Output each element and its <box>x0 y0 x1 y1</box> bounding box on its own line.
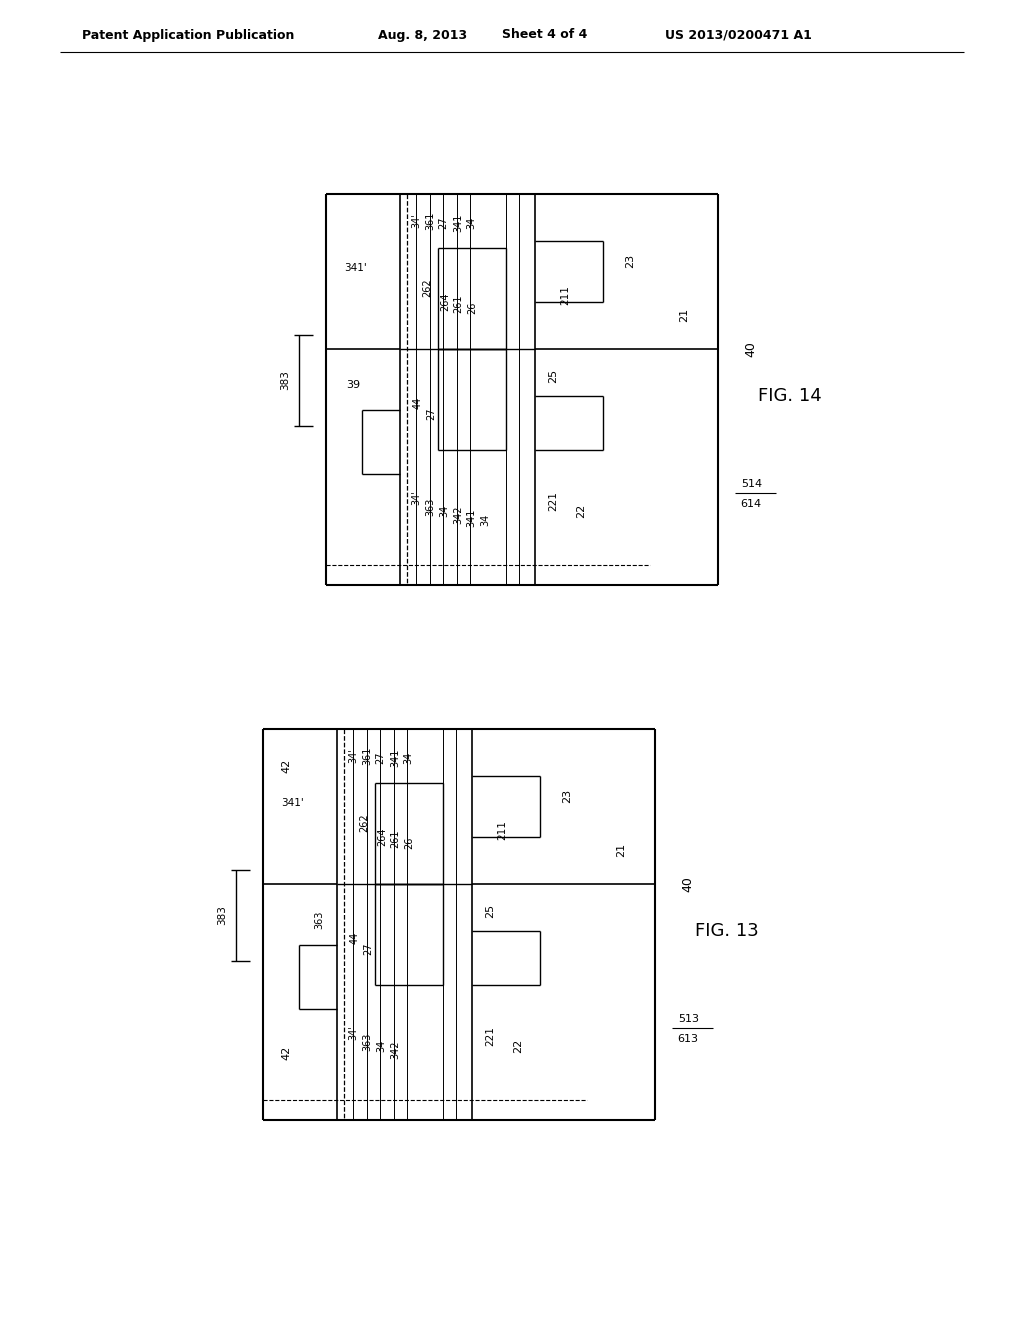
Text: 44: 44 <box>350 932 359 944</box>
Text: FIG. 14: FIG. 14 <box>758 387 821 405</box>
Text: 211: 211 <box>497 820 507 840</box>
Text: 264: 264 <box>439 292 450 310</box>
Text: 261: 261 <box>390 830 400 849</box>
Text: 22: 22 <box>513 1039 523 1053</box>
Text: 25: 25 <box>484 904 495 917</box>
Text: 363: 363 <box>361 1032 372 1051</box>
Text: 39: 39 <box>346 380 360 391</box>
Text: 341: 341 <box>390 748 400 767</box>
Text: 361: 361 <box>425 211 435 230</box>
Text: 34': 34' <box>412 490 422 504</box>
Text: 513: 513 <box>678 1014 698 1024</box>
Text: 27: 27 <box>364 942 374 954</box>
Text: 341: 341 <box>454 214 463 232</box>
Text: 341': 341' <box>344 263 367 273</box>
Text: 34': 34' <box>412 213 422 228</box>
Text: 27: 27 <box>426 408 436 420</box>
Text: 23: 23 <box>625 253 635 268</box>
Text: 383: 383 <box>217 906 227 925</box>
Text: Patent Application Publication: Patent Application Publication <box>82 29 294 41</box>
Text: 614: 614 <box>740 499 762 510</box>
Text: 21: 21 <box>615 843 626 857</box>
Text: 341': 341' <box>282 797 304 808</box>
Text: 27: 27 <box>376 752 385 764</box>
Text: 341: 341 <box>467 508 477 527</box>
Text: 261: 261 <box>454 294 463 313</box>
Text: 34: 34 <box>403 752 414 764</box>
Text: Sheet 4 of 4: Sheet 4 of 4 <box>502 29 588 41</box>
Text: 23: 23 <box>562 789 571 803</box>
Text: 21: 21 <box>679 308 689 322</box>
Text: 221: 221 <box>484 1027 495 1047</box>
Text: 342: 342 <box>454 506 463 524</box>
Text: Aug. 8, 2013: Aug. 8, 2013 <box>378 29 467 41</box>
Text: 26: 26 <box>467 302 477 314</box>
Text: US 2013/0200471 A1: US 2013/0200471 A1 <box>665 29 812 41</box>
Text: 22: 22 <box>577 504 586 517</box>
Text: 34': 34' <box>348 1024 358 1040</box>
Text: 514: 514 <box>740 479 762 488</box>
Text: 34: 34 <box>467 216 477 230</box>
Text: 342: 342 <box>390 1040 400 1059</box>
Text: 363: 363 <box>314 911 325 929</box>
Text: FIG. 13: FIG. 13 <box>695 921 759 940</box>
Text: 34: 34 <box>377 1040 387 1052</box>
Text: 363: 363 <box>425 498 435 516</box>
Text: 613: 613 <box>678 1034 698 1044</box>
Text: 34: 34 <box>480 513 490 527</box>
Text: 221: 221 <box>548 491 558 511</box>
Text: 40: 40 <box>682 875 694 892</box>
Text: 40: 40 <box>744 341 758 356</box>
Text: 42: 42 <box>281 759 291 774</box>
Text: 25: 25 <box>548 368 558 383</box>
Text: 42: 42 <box>281 1045 291 1060</box>
Text: 383: 383 <box>281 371 291 391</box>
Text: 262: 262 <box>359 813 370 833</box>
Text: 264: 264 <box>377 828 387 846</box>
Text: 361: 361 <box>361 746 372 764</box>
Text: 34': 34' <box>348 748 358 763</box>
Text: 34: 34 <box>439 504 450 517</box>
Text: 26: 26 <box>403 837 414 850</box>
Text: 27: 27 <box>438 216 449 230</box>
Text: 262: 262 <box>422 279 432 297</box>
Text: 44: 44 <box>413 396 423 409</box>
Text: 211: 211 <box>560 285 570 305</box>
